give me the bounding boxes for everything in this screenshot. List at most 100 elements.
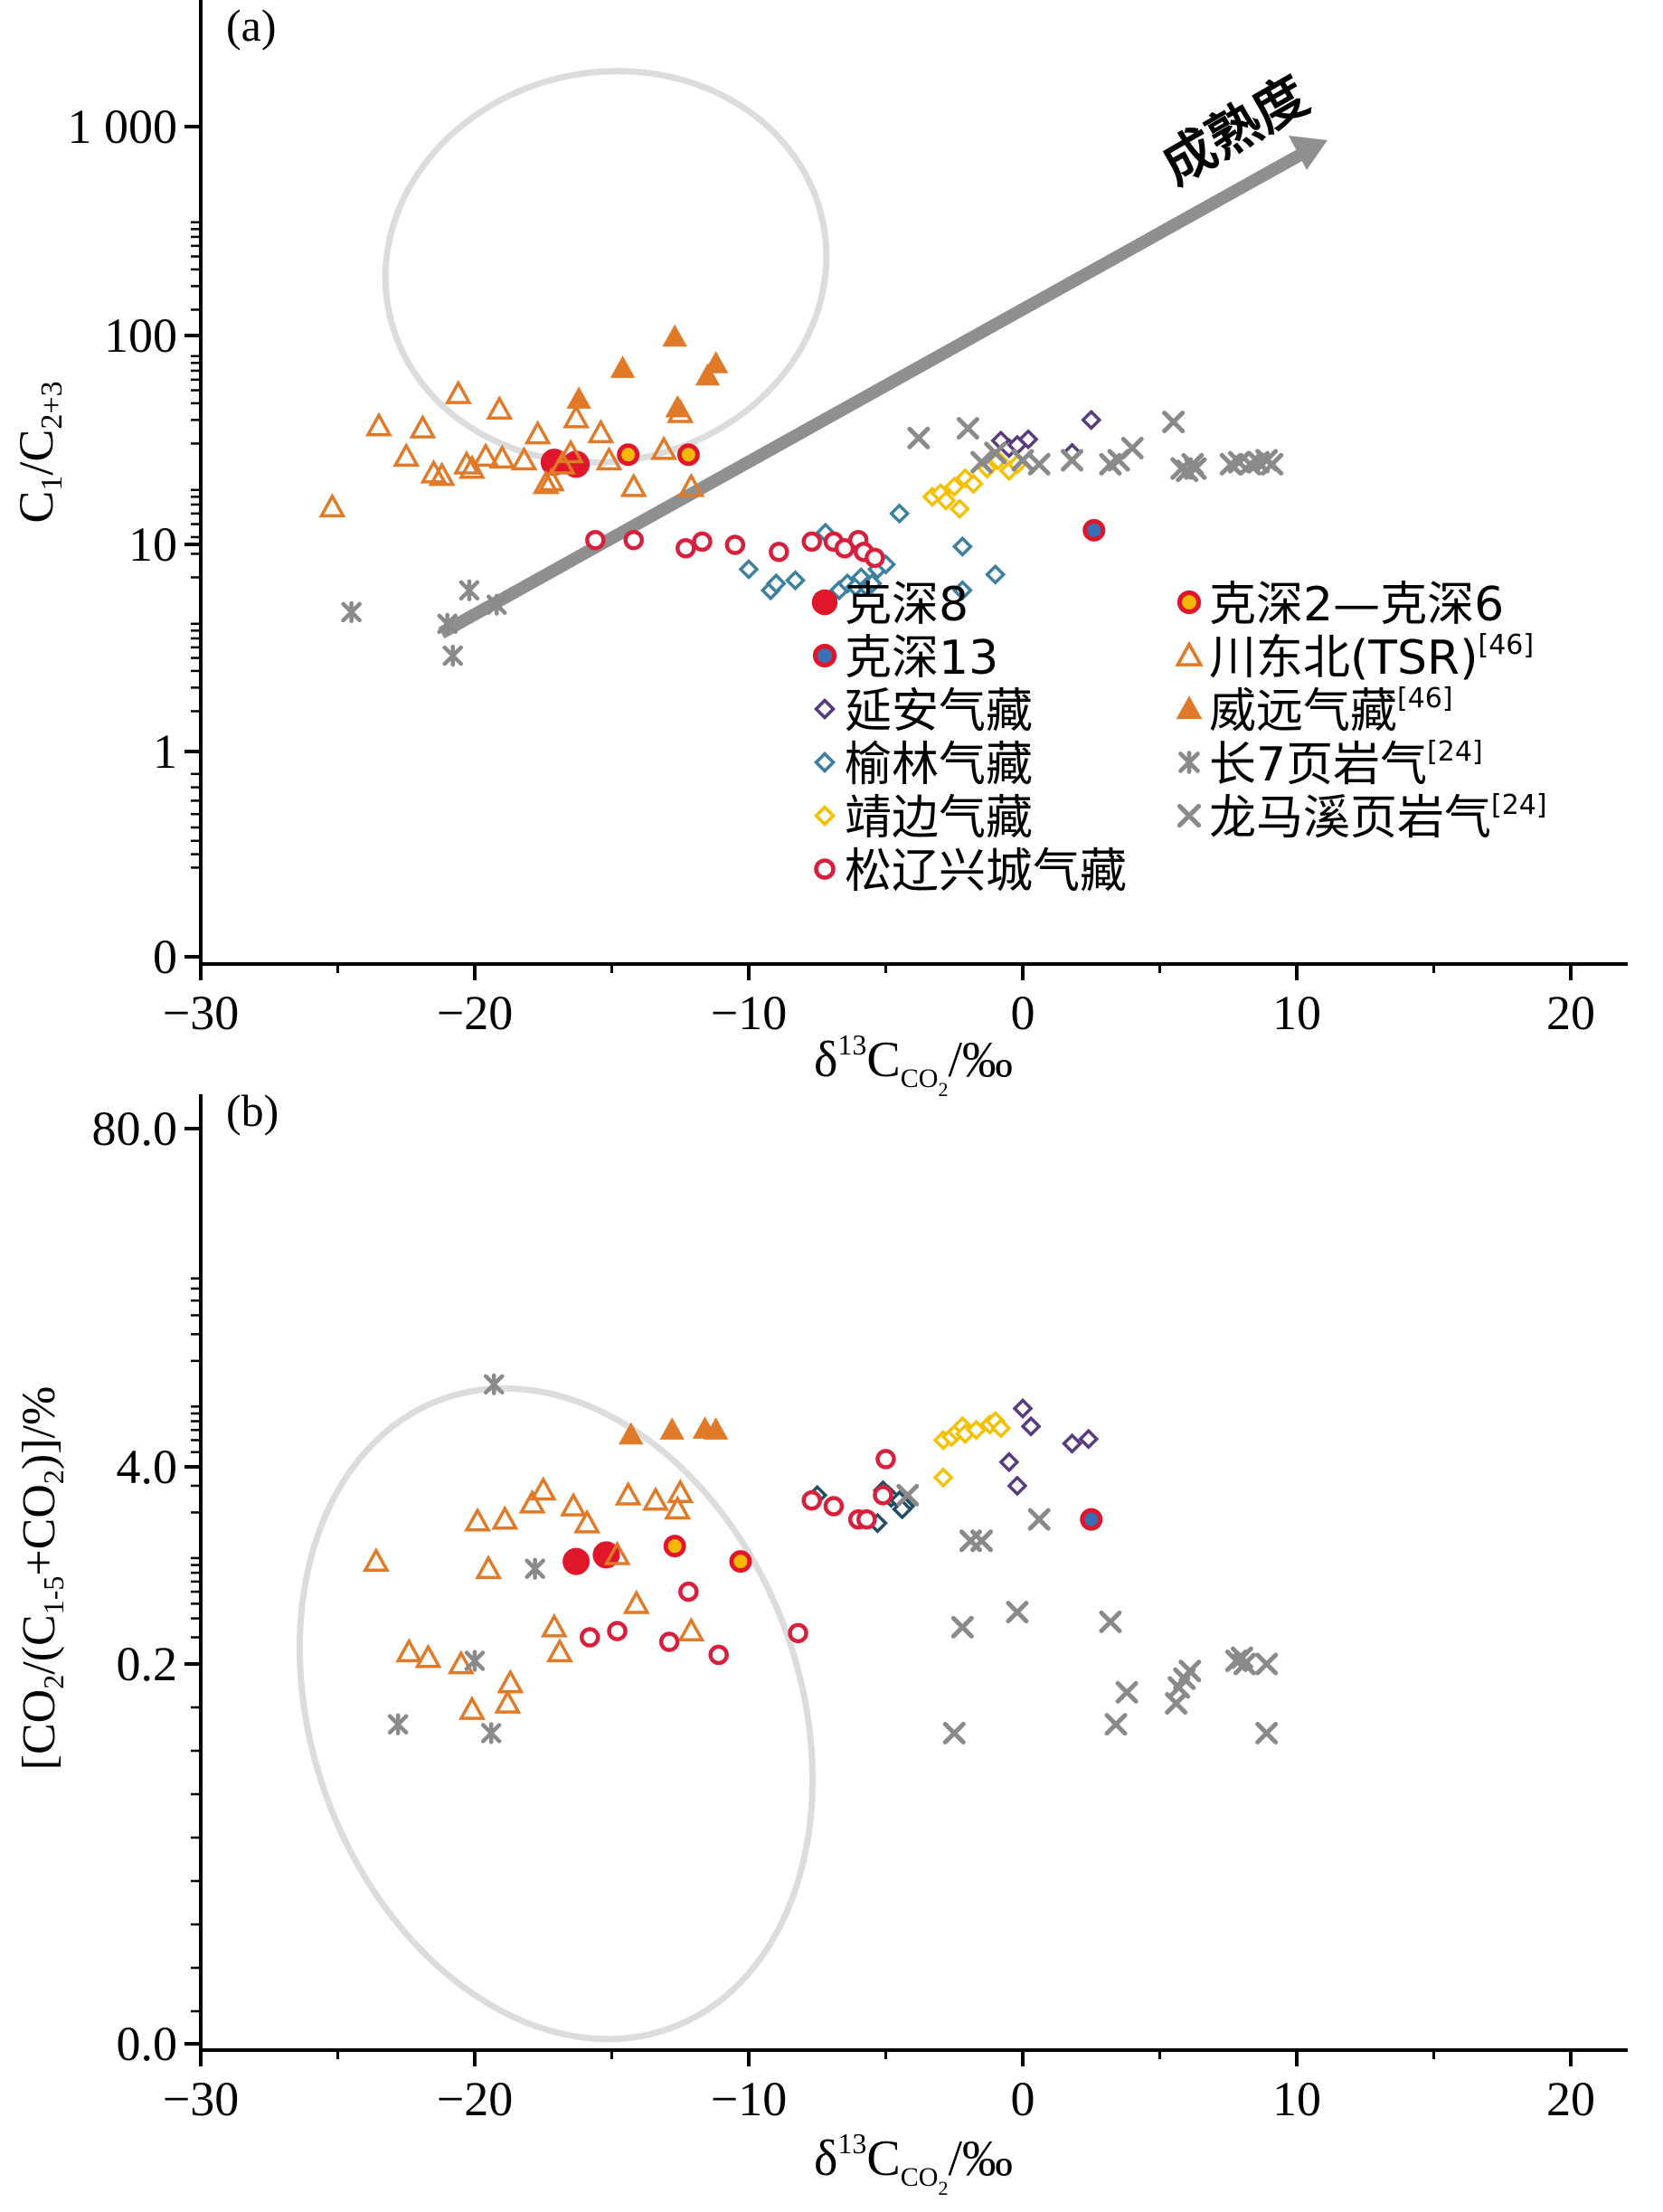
legend-label-chang7: 长7页岩气[24] [1209, 736, 1483, 792]
point-longmaxi-6 [1027, 1508, 1051, 1531]
maturity-label: 成熟度 [1151, 64, 1318, 196]
point-tsr-21 [666, 1479, 694, 1503]
legend-entry-longmaxi: 龙马溪页岩气[24] [1176, 789, 1547, 846]
point-tsr-18 [562, 403, 591, 429]
y-tick-label: 80.0 [92, 1101, 178, 1156]
point-tsr-9 [494, 1688, 522, 1714]
point-songliao-3 [692, 531, 713, 553]
point-longmaxi-9 [1115, 1680, 1139, 1704]
legend-entry-weiyuan: 威远气藏[46] [1176, 683, 1453, 739]
point-songliao-6 [801, 531, 822, 553]
legend-marker-jingbian [813, 804, 836, 827]
point-tsr-4 [458, 1695, 486, 1720]
point-jingbian-4 [949, 498, 970, 520]
point-kes13-0 [1080, 1508, 1103, 1531]
point-weiyuan-5 [703, 351, 729, 373]
legend-marker-yulin [813, 751, 836, 774]
point-longmaxi-7 [1099, 1610, 1122, 1633]
point-tsr-13 [545, 1638, 573, 1663]
point-kes2_6-1 [729, 1550, 752, 1574]
point-chang7-4 [442, 644, 464, 667]
y-tick-label: 100 [104, 308, 177, 363]
point-songliao-4 [708, 1644, 729, 1666]
x-tick-label: −30 [163, 986, 239, 1040]
point-longmaxi-3 [984, 441, 1007, 465]
legend-label-songliao: 松辽兴城气藏 [845, 845, 1127, 899]
point-tsr-5 [464, 1507, 492, 1532]
point-chang7-0 [341, 600, 362, 624]
legend-entry-jingbian: 靖边气藏 [813, 791, 1033, 846]
x-axis-title-b: δ13CCO2/‰ [814, 2127, 1013, 2199]
legend-marker-kes2_6 [1176, 590, 1202, 615]
point-yulin-13 [889, 503, 911, 525]
point-tsr-18 [622, 1589, 650, 1614]
point-tsr-9 [472, 442, 500, 468]
point-tsr-1 [395, 1638, 423, 1663]
y-axis-title-b: [CO2/(C1-5+CO2)]/% [14, 1386, 70, 1771]
point-chang7-2 [458, 579, 480, 601]
point-tsr-16 [603, 1540, 631, 1565]
point-longmaxi-1 [942, 1721, 966, 1744]
point-tsr-20 [664, 1495, 692, 1520]
point-chang7-3 [524, 1557, 545, 1580]
ellipse-highlight-b [296, 1385, 817, 2043]
point-tsr-19 [587, 419, 615, 444]
point-chang7-4 [483, 1373, 505, 1395]
legend-entry-chang7: 长7页岩气[24] [1178, 736, 1483, 792]
x-tick-label: 20 [1546, 2072, 1595, 2126]
point-longmaxi-20 [1261, 452, 1284, 476]
point-songliao-3 [678, 1581, 699, 1602]
point-yulin-16 [985, 563, 1006, 585]
legend-label-tsr: 川东北(TSR)[46] [1209, 629, 1534, 685]
point-jingbian-8 [990, 1417, 1012, 1439]
point-jingbian-9 [932, 1467, 954, 1489]
point-tsr-14 [532, 469, 560, 495]
x-ticks-b: −30 −20 −10 0 10 20 [163, 2050, 1595, 2126]
point-longmaxi-0 [907, 426, 931, 449]
point-weiyuan-0 [566, 386, 591, 409]
y-tick-label: 1 [153, 724, 177, 779]
point-kes8-0 [562, 450, 591, 478]
y-ticks-b: 0.0 0.2 4.0 80.0 [92, 1101, 201, 2071]
y-tick-label: 1 000 [68, 99, 178, 154]
point-jingbian-5 [966, 1419, 987, 1441]
x-ticks-a: −30 −20 −10 0 10 20 [163, 964, 1595, 1040]
point-tsr-0 [362, 1547, 390, 1572]
point-longmaxi-13 [1178, 1659, 1202, 1683]
point-tsr-2 [392, 442, 420, 468]
point-longmaxi-18 [1255, 1721, 1279, 1744]
point-tsr-17 [557, 439, 585, 464]
point-yulin-7 [892, 1498, 913, 1520]
point-longmaxi-4 [970, 1529, 994, 1553]
point-chang7-3 [486, 593, 507, 616]
point-songliao-10 [873, 1485, 893, 1506]
point-yanan-3 [1017, 429, 1039, 450]
points-b [362, 1373, 1279, 1744]
x-axis-title-a: δ13CCO2/‰ [814, 1028, 1013, 1101]
point-weiyuan-0 [619, 1422, 644, 1445]
point-longmaxi-14 [1184, 457, 1207, 480]
point-kes2_6-0 [663, 1535, 686, 1558]
legend-marker-kes8 [811, 589, 838, 616]
point-longmaxi-16 [1233, 1652, 1256, 1676]
panel-b: 0.0 0.2 4.0 80.0 −30 −20 −10 0 10 20 (b) [CO2/(C… [14, 1085, 1628, 2199]
point-longmaxi-5 [1006, 1601, 1029, 1624]
legend-marker-kes13 [812, 643, 837, 668]
point-songliao-11 [875, 1449, 896, 1470]
legend-marker-songliao [814, 858, 836, 880]
point-tsr-22 [650, 435, 678, 460]
y-ticks-a: 0 1 10 100 1 000 [68, 99, 201, 984]
point-chang7-0 [387, 1713, 409, 1735]
point-songliao-0 [580, 1627, 600, 1648]
legend-label-kes8: 克深8 [845, 578, 969, 632]
point-kes2_6-0 [676, 443, 700, 467]
point-songliao-5 [788, 1622, 808, 1644]
point-tsr-5 [428, 461, 456, 487]
point-songliao-1 [607, 1621, 628, 1641]
legend-marker-chang7 [1178, 751, 1200, 774]
point-tsr-2 [414, 1643, 442, 1668]
point-tsr-14 [560, 1491, 588, 1517]
x-tick-label: −20 [437, 2072, 513, 2126]
point-tsr-6 [475, 1555, 503, 1580]
point-chang7-1 [464, 1650, 486, 1672]
